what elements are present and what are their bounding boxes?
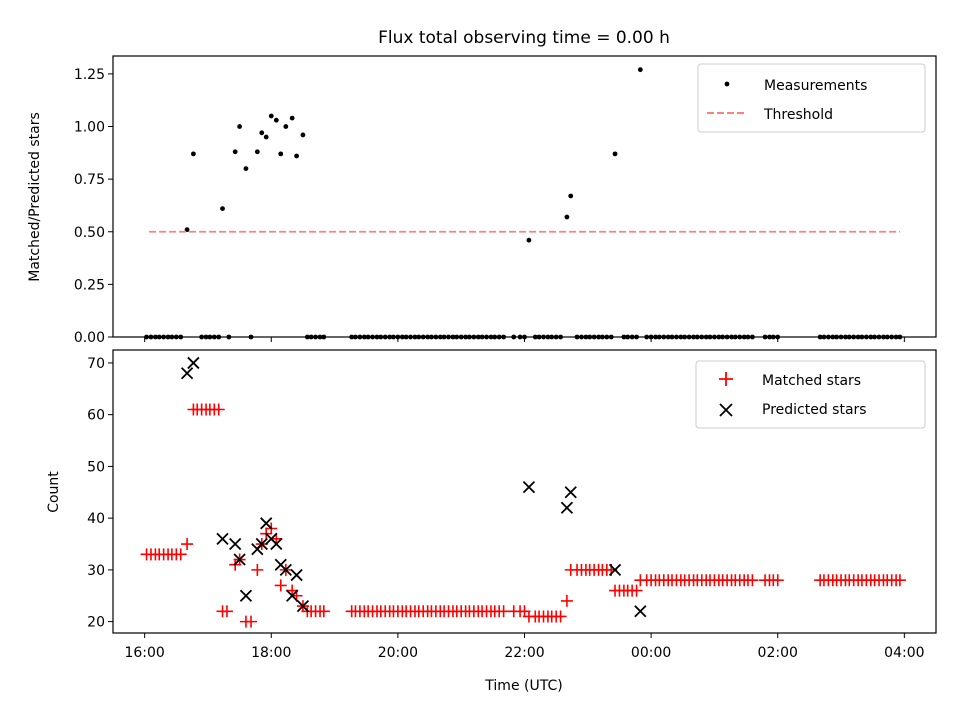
measurement-point (278, 151, 284, 157)
bottom-x-ticks: 16:00 18:00 20:00 22:00 00:00 02:00 04:00 (124, 633, 925, 661)
legend-matched-marker (719, 372, 733, 386)
top-ytick-label: 1.00 (74, 120, 105, 136)
bottom-xtick-label: 00:00 (631, 645, 671, 661)
measurement-point (526, 237, 532, 243)
predicted-star-point (522, 480, 536, 494)
measurement-point (273, 117, 279, 123)
bottom-xtick-label: 02:00 (758, 645, 798, 661)
bottom-ytick-label: 20 (87, 615, 105, 631)
measurement-point (232, 149, 238, 155)
measurement-point (191, 151, 196, 157)
legend-measurements-label: Measurements (764, 78, 867, 94)
top-ytick-label: 0.25 (74, 277, 105, 293)
predicted-star-point (286, 589, 299, 602)
bottom-ytick-label: 70 (87, 356, 105, 372)
predicted-star-point (564, 486, 577, 499)
measurement-point (263, 134, 269, 140)
bottom-xtick-label: 04:00 (884, 645, 924, 661)
top-legend-box (697, 63, 926, 133)
predicted-star-point (279, 563, 292, 577)
matched-star-point (317, 605, 330, 618)
measurement-point (289, 115, 295, 121)
matched-star-point (893, 574, 906, 587)
predicted-star-point (270, 537, 283, 551)
top-ytick-label: 0.75 (74, 172, 105, 188)
bottom-xtick-label: 18:00 (251, 645, 291, 661)
bottom-xtick-label: 20:00 (378, 645, 418, 661)
measurement-point (637, 67, 643, 73)
predicted-star-point (187, 356, 200, 370)
predicted-star-point (260, 517, 273, 530)
measurement-point (254, 149, 260, 155)
top-axes-frame (112, 55, 937, 338)
matched-star-point (212, 403, 225, 416)
predicted-star-point (239, 589, 253, 602)
predicted-star-point (255, 537, 268, 551)
measurement-point (612, 151, 618, 157)
bottom-legend-box (695, 360, 926, 429)
measurement-point (184, 227, 190, 233)
bottom-ytick-label: 40 (87, 511, 105, 527)
matched-star-point (560, 594, 573, 607)
measurement-point (294, 153, 299, 159)
legend-threshold-label: Threshold (763, 107, 833, 123)
bottom-panel: Count Time (UTC) 20 30 40 50 60 70 16:00 18:00… (46, 349, 937, 694)
bottom-x-axis-label: Time (UTC) (484, 678, 562, 694)
top-chart-title: Flux total observing time = 0.00 h (378, 28, 670, 48)
predicted-star-point (560, 501, 574, 514)
matched-star-point (174, 548, 187, 561)
bottom-legend: Matched stars Predicted stars (695, 360, 926, 429)
bottom-xtick-label: 22:00 (504, 645, 544, 661)
measurement-point (283, 124, 289, 129)
predicted-star-point (634, 605, 647, 618)
predicted-star-point (296, 599, 310, 613)
top-x-ticks (144, 337, 905, 342)
measurement-point (568, 193, 574, 199)
measurement-point (564, 214, 570, 220)
predicted-star-point (233, 553, 246, 566)
measurement-point (268, 113, 274, 119)
legend-predicted-label: Predicted stars (762, 402, 867, 418)
matched-star-point (630, 584, 643, 597)
top-y-ticks: 0.00 0.25 0.50 0.75 1.00 1.25 (74, 67, 113, 346)
matched-star-point (220, 605, 233, 618)
top-ytick-label: 0.50 (74, 225, 105, 241)
predicted-star-point (608, 563, 622, 577)
measurement-point (259, 130, 265, 136)
bottom-marks-layer (140, 356, 906, 628)
top-ytick-label: 0.00 (74, 330, 105, 346)
bottom-ytick-label: 30 (87, 563, 105, 579)
predicted-star-point (290, 568, 303, 582)
bottom-y-ticks: 20 30 40 50 60 70 (87, 356, 113, 631)
matched-star-point (181, 538, 194, 551)
measurement-point (300, 132, 306, 138)
measurement-point (243, 166, 249, 172)
matched-star-point (274, 579, 287, 592)
matched-star-point (251, 563, 264, 576)
top-y-axis-label: Matched/Predicted stars (27, 112, 43, 282)
matched-star-point (497, 605, 510, 618)
bottom-axes-frame (112, 349, 937, 634)
predicted-star-point (216, 532, 229, 545)
predicted-star-point (229, 537, 242, 551)
bottom-y-axis-label: Count (46, 471, 62, 513)
matched-star-point (771, 574, 784, 587)
legend-matched-label: Matched stars (762, 373, 861, 389)
matched-star-point (245, 615, 258, 628)
bottom-ytick-label: 60 (87, 408, 105, 424)
legend-measurements-marker (724, 81, 730, 87)
legend-predicted-marker (719, 403, 733, 417)
predicted-star-point (180, 367, 194, 380)
matched-star-point (746, 574, 759, 587)
measurement-point (237, 124, 243, 129)
matched-star-point (554, 610, 567, 623)
measurement-point (220, 206, 225, 212)
top-legend: Measurements Threshold (697, 63, 926, 133)
bottom-xtick-label: 16:00 (124, 645, 164, 661)
top-panel: Flux total observing time = 0.00 h Match… (27, 28, 937, 346)
top-ytick-label: 1.25 (74, 67, 105, 83)
bottom-ytick-label: 50 (87, 459, 105, 475)
